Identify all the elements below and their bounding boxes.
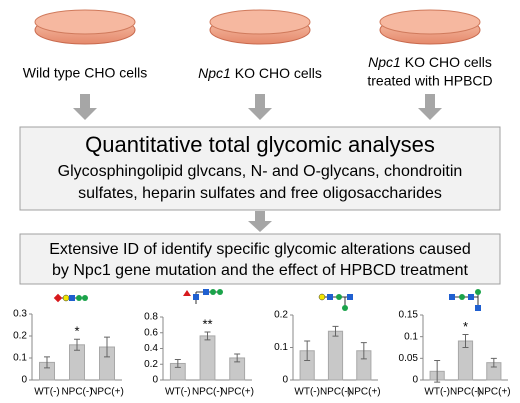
dish — [379, 9, 481, 45]
y-tick-label: 0.05 — [399, 353, 419, 364]
box-title: Quantitative total glycomic analyses — [85, 132, 435, 157]
y-tick-label: 0 — [152, 375, 158, 386]
error-bar — [434, 360, 441, 383]
gene-name: Npc1 — [198, 65, 231, 81]
y-tick-label: 0.1 — [13, 353, 27, 364]
cell-label-text: KO CHO cells — [405, 54, 492, 70]
y-tick-label: 0.3 — [13, 309, 27, 320]
glycan-icon — [318, 293, 353, 311]
dish — [209, 9, 311, 45]
y-tick-label: 0.2 — [274, 310, 288, 321]
y-tick-label: 0.2 — [144, 359, 158, 370]
x-tick-label: NPC(-) — [320, 387, 351, 398]
cell-label: Npc1 KO CHO cells — [368, 54, 492, 70]
error-bar — [490, 357, 497, 368]
x-tick-label: NPC(+) — [220, 387, 254, 398]
error-bar — [304, 340, 311, 361]
significance: * — [74, 324, 79, 339]
y-tick-label: 0.2 — [13, 331, 27, 342]
bar — [327, 330, 344, 381]
cell-label: Npc1 KO CHO cells — [198, 65, 322, 81]
y-tick-label: 0.1 — [404, 331, 418, 342]
error-bar — [204, 331, 211, 341]
y-tick-label: 0 — [412, 375, 418, 386]
y-tick-label: 0 — [282, 375, 288, 386]
dish — [34, 9, 136, 45]
significance: ** — [202, 316, 212, 331]
error-bar — [44, 356, 50, 369]
bar — [199, 335, 216, 381]
result-box — [19, 233, 501, 285]
arrow — [418, 94, 442, 120]
x-tick-label: NPC(+) — [347, 387, 381, 398]
error-bar — [174, 359, 181, 368]
error-bar — [462, 334, 469, 348]
y-tick-label: 0.4 — [144, 343, 158, 354]
x-tick-label: WT(-) — [424, 387, 450, 398]
glycan-icon — [449, 289, 481, 311]
box-text: Extensive ID of identify specific glycom… — [49, 241, 471, 258]
x-tick-label: WT(-) — [34, 387, 60, 398]
x-tick-label: NPC(+) — [477, 387, 511, 398]
cell-label: treated with HPBCD — [367, 73, 492, 89]
x-tick-label: WT(-) — [294, 387, 320, 398]
cell-label: Wild type CHO cells — [23, 65, 147, 81]
box-text: Glycosphingolipid glvcans, N- and O-glyc… — [58, 163, 463, 180]
x-tick-label: NPC(-) — [450, 387, 481, 398]
error-bar — [74, 338, 80, 351]
error-bar — [332, 325, 339, 337]
y-tick-label: 0.15 — [399, 310, 419, 321]
x-tick-label: NPC(-) — [192, 387, 223, 398]
x-tick-label: NPC(-) — [61, 387, 92, 398]
error-bar — [360, 342, 367, 360]
y-tick-label: 0.6 — [144, 327, 158, 338]
box-text: by Npc1 gene mutation and the effect of … — [52, 262, 468, 279]
x-tick-label: WT(-) — [165, 387, 191, 398]
error-bar — [104, 336, 110, 358]
y-tick-label: 0 — [21, 375, 27, 386]
glycan-icon — [183, 289, 223, 304]
box-text: sulfates, heparin sulfates and free olig… — [78, 185, 442, 202]
significance: * — [463, 319, 468, 334]
gene-name: Npc1 — [368, 54, 401, 70]
glycan-icon — [53, 293, 88, 303]
y-tick-label: 0.1 — [274, 342, 288, 353]
cell-label-text: KO CHO cells — [235, 65, 322, 81]
arrow — [248, 211, 272, 232]
y-tick-label: 0.8 — [144, 312, 158, 323]
arrow — [248, 94, 272, 120]
arrow — [73, 94, 97, 120]
error-bar — [234, 353, 241, 363]
x-tick-label: NPC(+) — [90, 387, 124, 398]
analysis-box — [19, 126, 501, 211]
